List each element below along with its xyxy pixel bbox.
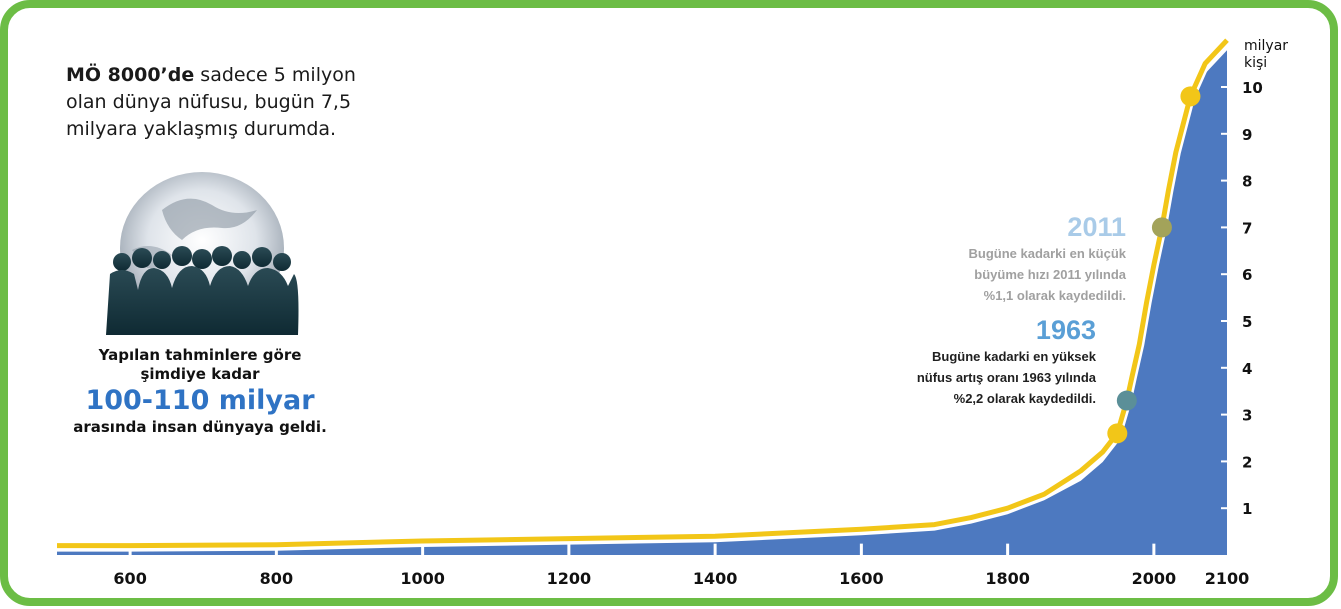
population-area	[57, 50, 1227, 555]
x-tick-label-1400: 1400	[693, 569, 738, 588]
annotation-1963-line-3: %2,2 olarak kaydedildi.	[953, 391, 1096, 406]
population-curve	[57, 38, 1229, 549]
x-tick-label-2100: 2100	[1205, 569, 1250, 588]
annotation-2011-year: 2011	[1067, 212, 1126, 242]
highlight-point-1963	[1116, 390, 1137, 411]
annotation-1963: 1963 Bugüne kadarki en yüksek nüfus artı…	[880, 314, 1096, 409]
annotation-1963-year: 1963	[1035, 315, 1096, 345]
y-tick-label-1: 1	[1242, 500, 1252, 518]
history-line-4: arasında insan dünyaya geldi.	[73, 418, 327, 436]
history-highlight: 100-110 milyar	[85, 385, 315, 416]
intro-bold: MÖ 8000’de	[66, 64, 195, 86]
annotation-2011: 2011 Bugüne kadarki en küçük büyüme hızı…	[900, 211, 1127, 306]
intro-body: sadece 5 milyon olan dünya nüfusu, bugün…	[66, 64, 356, 140]
x-tick-label-1200: 1200	[547, 569, 592, 588]
annotation-1963-line-2: nüfus artış oranı 1963 yılında	[916, 370, 1096, 385]
x-tick-label-800: 800	[260, 569, 293, 588]
globe-crowd-illustration	[106, 172, 299, 335]
highlight-point-1950	[1107, 423, 1128, 444]
y-tick-label-3: 3	[1242, 407, 1252, 425]
intro-text: MÖ 8000’de sadece 5 milyon olan dünya nü…	[66, 62, 396, 143]
x-tick-label-1800: 1800	[985, 569, 1030, 588]
highlight-point-2050	[1180, 86, 1201, 107]
y-tick-label-6: 6	[1242, 266, 1252, 284]
y-axis-label-line-2: kişi	[1244, 55, 1267, 71]
y-tick-label-10: 10	[1242, 79, 1263, 97]
history-line-1: Yapılan tahminlere göre	[98, 346, 302, 364]
y-tick-label-4: 4	[1242, 360, 1252, 378]
x-tick-label-1000: 1000	[400, 569, 445, 588]
annotation-2011-line-1: Bugüne kadarki en küçük	[968, 246, 1127, 261]
annotation-2011-line-2: büyüme hızı 2011 yılında	[974, 267, 1126, 282]
highlight-point-2011	[1151, 217, 1172, 238]
y-tick-label-2: 2	[1242, 453, 1252, 471]
y-tick-label-5: 5	[1242, 313, 1252, 331]
annotation-2011-line-3: %1,1 olarak kaydedildi.	[983, 288, 1126, 303]
y-axis-label-line-1: milyar	[1244, 38, 1288, 54]
y-tick-label-8: 8	[1242, 173, 1252, 191]
history-line-2: şimdiye kadar	[140, 365, 260, 383]
history-note: Yapılan tahminlere göre şimdiye kadar 10…	[40, 346, 360, 437]
x-tick-label-1600: 1600	[839, 569, 884, 588]
x-tick-label-2000: 2000	[1132, 569, 1177, 588]
y-tick-label-9: 9	[1242, 126, 1252, 144]
y-tick-label-7: 7	[1242, 219, 1252, 237]
x-tick-label-600: 600	[113, 569, 146, 588]
annotation-1963-line-1: Bugüne kadarki en yüksek	[931, 349, 1096, 364]
